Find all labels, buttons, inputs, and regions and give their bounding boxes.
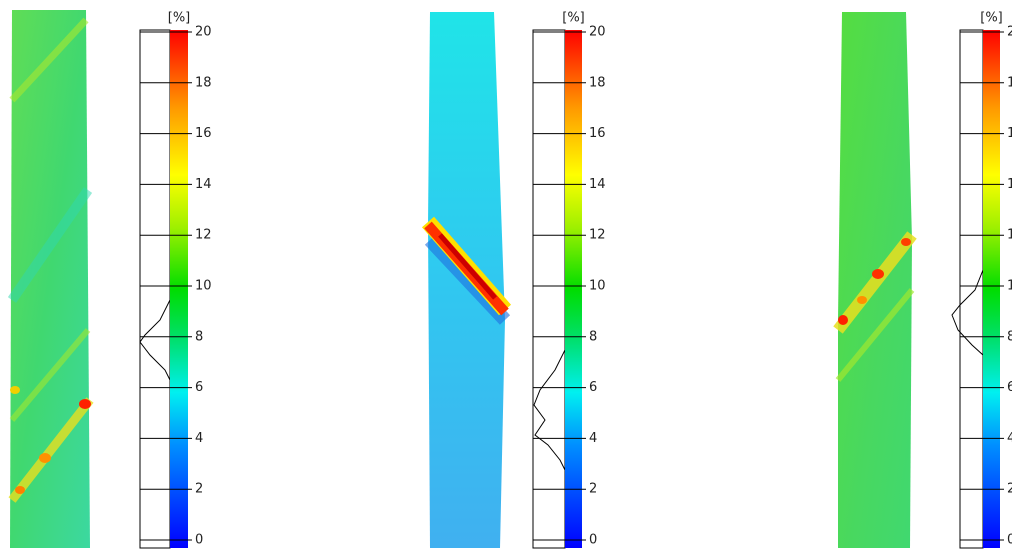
- tick-label: 16: [195, 126, 212, 141]
- tick-label: 12: [589, 228, 606, 243]
- tick-label: 12: [1007, 228, 1012, 243]
- tick-label: 6: [589, 380, 597, 395]
- tick-label: 6: [195, 380, 203, 395]
- colorbar: [565, 30, 582, 548]
- strain-map: [7, 10, 94, 548]
- tick-label: 10: [1007, 279, 1012, 294]
- tick-label: 8: [589, 329, 597, 344]
- tick-label: 14: [1007, 177, 1012, 192]
- strain-map: [421, 12, 512, 548]
- colorbar-box: [532, 29, 566, 549]
- tick-label: 14: [589, 177, 606, 192]
- tick-label: 4: [1007, 431, 1012, 446]
- colorbar-box: [139, 29, 171, 549]
- histogram-curve: [139, 230, 171, 420]
- tick-label: 20: [589, 25, 606, 40]
- tick-label: 16: [589, 126, 606, 141]
- tick-label: 18: [1007, 75, 1012, 90]
- tick-label: 16: [1007, 126, 1012, 141]
- tick-label: 10: [589, 279, 606, 294]
- histogram-curve: [533, 330, 566, 500]
- tick-label: 2: [589, 482, 597, 497]
- tick-label: 4: [195, 431, 203, 446]
- tick-label: 20: [195, 25, 212, 40]
- tick-label: 10: [195, 279, 212, 294]
- tick-label: 18: [195, 75, 212, 90]
- tick-label: 0: [1007, 533, 1012, 548]
- colorbar-unit: [%]: [168, 11, 191, 26]
- histogram-curve: [951, 200, 984, 380]
- tick-label: 20: [1007, 25, 1012, 40]
- colorbar-unit: [%]: [562, 11, 585, 26]
- tick-label: 8: [1007, 329, 1012, 344]
- tick-label: 14: [195, 177, 212, 192]
- tick-label: 12: [195, 228, 212, 243]
- tick-label: 0: [589, 533, 597, 548]
- tick-label: 2: [1007, 482, 1012, 497]
- tick-label: 6: [1007, 380, 1012, 395]
- tick-label: 2: [195, 482, 203, 497]
- strain-map: [833, 12, 917, 548]
- tick-label: 0: [195, 533, 203, 548]
- colorbar-box: [959, 29, 984, 549]
- colorbar: [983, 30, 1000, 548]
- tick-label: 4: [589, 431, 597, 446]
- tick-label: 18: [589, 75, 606, 90]
- tick-label: 8: [195, 329, 203, 344]
- colorbar-unit: [%]: [980, 11, 1003, 26]
- colorbar: [170, 30, 188, 548]
